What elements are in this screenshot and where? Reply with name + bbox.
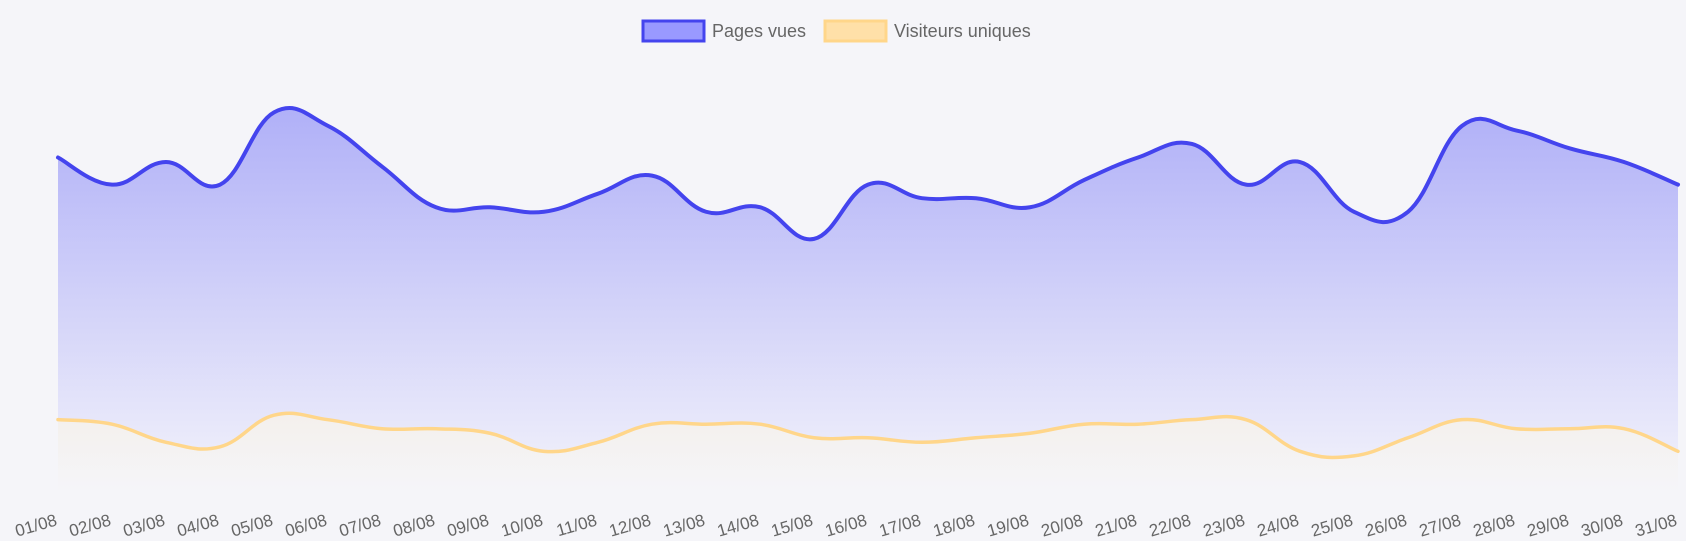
x-tick-label: 23/08: [1201, 511, 1247, 541]
x-tick-label: 21/08: [1093, 511, 1139, 541]
x-tick-label: 15/08: [769, 511, 815, 541]
x-tick-label: 10/08: [499, 511, 545, 541]
plot-area: [56, 106, 1680, 493]
legend-item-pages-vues[interactable]: Pages vues: [641, 19, 806, 43]
x-tick-label: 26/08: [1363, 511, 1409, 541]
x-tick-label: 09/08: [445, 511, 491, 541]
x-tick-label: 13/08: [661, 511, 707, 541]
series-line-pages-vues: [56, 106, 1680, 242]
legend-swatch-pages-vues: [641, 19, 706, 43]
x-tick-label: 22/08: [1147, 511, 1193, 541]
x-tick-label: 19/08: [985, 511, 1031, 541]
legend-item-visiteurs-uniques[interactable]: Visiteurs uniques: [823, 19, 1031, 43]
x-tick-label: 08/08: [391, 511, 437, 541]
x-tick-label: 18/08: [931, 511, 977, 541]
x-tick-label: 27/08: [1417, 511, 1463, 541]
legend-swatch-visiteurs-uniques: [823, 19, 888, 43]
x-tick-label: 29/08: [1525, 511, 1571, 541]
x-tick-label: 11/08: [554, 511, 599, 541]
x-tick-label: 24/08: [1255, 511, 1301, 541]
area-fill-visiteurs-uniques: [58, 413, 1678, 492]
x-tick-label: 25/08: [1309, 511, 1355, 541]
x-tick-label: 30/08: [1579, 511, 1625, 541]
x-tick-label: 20/08: [1039, 511, 1085, 541]
legend: Pages vues Visiteurs uniques: [641, 19, 1031, 43]
legend-label-pages-vues: Pages vues: [712, 21, 806, 41]
x-tick-label: 28/08: [1471, 511, 1517, 541]
x-tick-label: 05/08: [229, 511, 275, 541]
area-fill-pages-vues: [58, 107, 1678, 493]
legend-label-visiteurs-uniques: Visiteurs uniques: [894, 21, 1031, 41]
x-axis-ticks: 01/08 02/08 03/08 04/08 05/08 06/08 07/08 08/08…: [13, 511, 1679, 541]
x-tick-label: 02/08: [67, 511, 113, 541]
x-tick-label: 17/08: [877, 511, 923, 541]
series-line-visiteurs-uniques: [56, 411, 1680, 460]
x-tick-label: 03/08: [121, 511, 167, 541]
x-tick-label: 12/08: [607, 511, 653, 541]
x-tick-label: 04/08: [175, 511, 221, 541]
x-tick-label: 06/08: [283, 511, 329, 541]
x-tick-label: 14/08: [715, 511, 761, 541]
x-tick-label: 07/08: [337, 511, 383, 541]
x-tick-label: 01/08: [13, 511, 59, 541]
x-tick-label: 16/08: [823, 511, 869, 541]
x-tick-label: 31/08: [1633, 511, 1679, 541]
